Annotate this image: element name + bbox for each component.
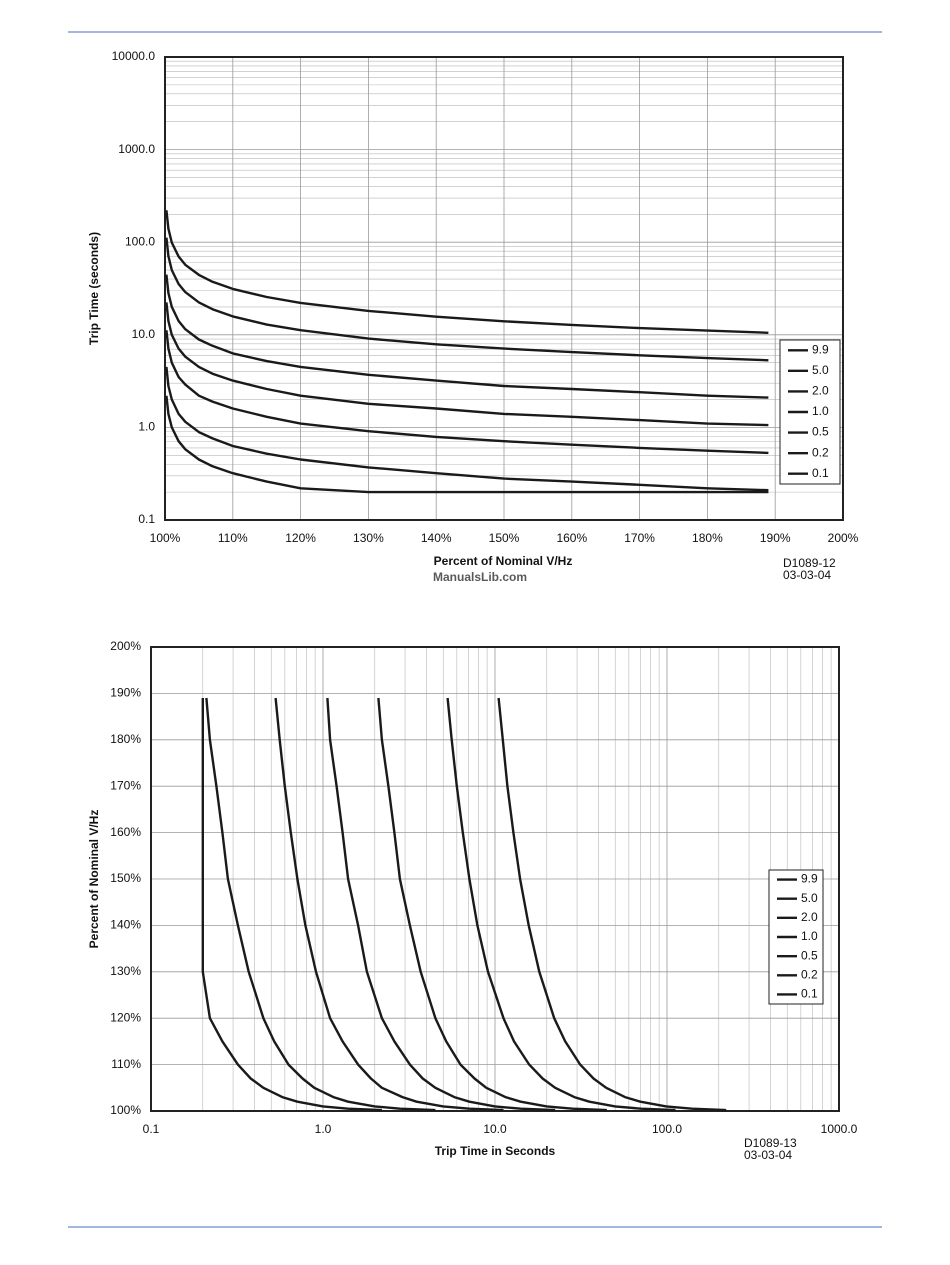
x-tick-label: 200% (828, 531, 859, 545)
y-tick-label: 190% (110, 686, 141, 700)
curve (377, 697, 607, 1112)
curve (165, 330, 769, 455)
y-tick-label: 10.0 (132, 327, 156, 341)
x-tick-label: 160% (556, 531, 587, 545)
x-tick-label: 110% (218, 531, 248, 545)
legend-label: 9.9 (801, 872, 818, 886)
x-tick-label: 180% (692, 531, 723, 545)
y-tick-label: 100.0 (125, 234, 155, 248)
legend-label: 9.9 (812, 342, 829, 356)
plot-frame (150, 646, 840, 1112)
y-tick-label: 1.0 (138, 420, 155, 434)
x-tick-label: 100% (150, 531, 181, 545)
legend-label: 0.5 (812, 425, 829, 439)
y-tick-label: 120% (110, 1010, 141, 1024)
x-tick-label: 100.0 (652, 1122, 682, 1136)
legend-label: 0.2 (801, 967, 818, 981)
legend-label: 2.0 (801, 910, 818, 924)
x-tick-label: 130% (353, 531, 384, 545)
drawing-note: 03-03-04 (744, 1148, 792, 1162)
legend-label: 0.5 (801, 948, 818, 962)
curve (201, 698, 382, 1112)
x-tick-label: 1.0 (315, 1122, 332, 1136)
x-tick-label: 150% (489, 531, 520, 545)
x-tick-label: 1000.0 (821, 1122, 858, 1136)
x-tick-label: 170% (624, 531, 655, 545)
x-tick-label: 120% (285, 531, 316, 545)
watermark: ManualsLib.com (433, 570, 527, 584)
y-tick-label: 150% (110, 871, 141, 885)
curve (274, 697, 504, 1112)
curve (446, 697, 676, 1112)
x-axis-title: Percent of Nominal V/Hz (434, 554, 573, 568)
y-tick-label: 0.1 (138, 512, 155, 526)
y-tick-label: 130% (110, 964, 141, 978)
x-axis-title: Trip Time in Seconds (435, 1144, 556, 1158)
curve (165, 366, 769, 492)
x-tick-label: 190% (760, 531, 791, 545)
legend-label: 5.0 (812, 363, 829, 377)
curve (326, 697, 556, 1112)
legend-label: 0.1 (812, 466, 829, 480)
curve (497, 697, 727, 1112)
y-tick-label: 160% (110, 825, 141, 839)
y-tick-label: 200% (110, 639, 141, 653)
legend-label: 1.0 (812, 404, 829, 418)
legend-label: 1.0 (801, 929, 818, 943)
curve (165, 210, 769, 334)
y-axis-title: Trip Time (seconds) (87, 232, 101, 345)
curve (165, 237, 769, 362)
legend-label: 2.0 (812, 384, 829, 398)
x-tick-label: 140% (421, 531, 452, 545)
drawing-note: D1089-12 (783, 556, 836, 570)
y-tick-label: 140% (110, 918, 141, 932)
y-tick-label: 170% (110, 778, 141, 792)
y-tick-label: 10000.0 (112, 49, 156, 63)
plot-frame (164, 56, 844, 521)
x-tick-label: 0.1 (143, 1122, 160, 1136)
legend-label: 0.1 (801, 987, 818, 1001)
y-tick-label: 1000.0 (118, 142, 155, 156)
curve (205, 697, 436, 1112)
y-tick-label: 110% (111, 1057, 141, 1071)
drawing-note: 03-03-04 (783, 568, 831, 582)
y-tick-label: 180% (110, 732, 141, 746)
y-tick-label: 100% (110, 1103, 141, 1117)
legend-label: 5.0 (801, 891, 818, 905)
curve (165, 274, 769, 399)
x-tick-label: 10.0 (483, 1122, 507, 1136)
curve (165, 395, 769, 494)
drawing-note: D1089-13 (744, 1136, 797, 1150)
y-axis-title: Percent of Nominal V/Hz (87, 810, 101, 949)
curve (165, 302, 769, 427)
legend-label: 0.2 (812, 445, 829, 459)
